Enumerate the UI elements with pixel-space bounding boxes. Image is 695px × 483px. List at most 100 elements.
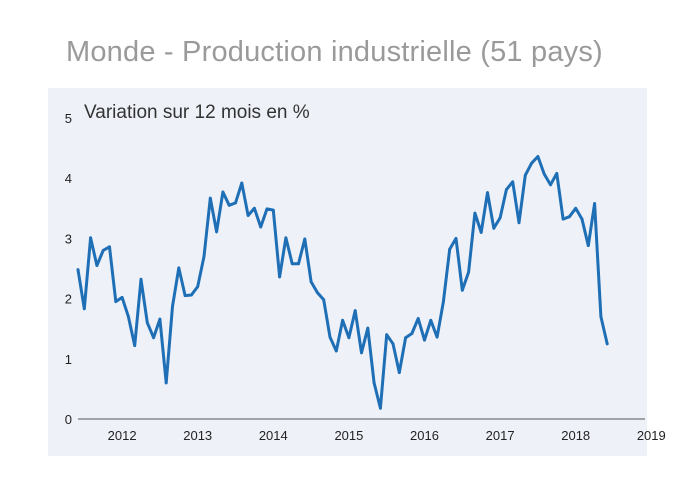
data-point bbox=[599, 315, 603, 319]
data-point bbox=[322, 298, 326, 302]
data-point bbox=[246, 214, 250, 217]
data-point bbox=[328, 335, 332, 339]
y-tick-label: 2 bbox=[65, 292, 72, 307]
data-point bbox=[397, 371, 401, 374]
data-point bbox=[353, 309, 357, 312]
data-point bbox=[442, 300, 445, 303]
data-point bbox=[454, 237, 458, 240]
data-point bbox=[530, 161, 533, 165]
data-point bbox=[448, 247, 452, 251]
data-point bbox=[416, 317, 420, 320]
data-point bbox=[517, 221, 521, 225]
data-points bbox=[76, 155, 609, 410]
data-point bbox=[221, 190, 225, 194]
data-point bbox=[473, 211, 477, 215]
data-point bbox=[139, 277, 143, 281]
y-tick-label: 0 bbox=[65, 412, 72, 427]
data-point bbox=[101, 249, 105, 252]
data-point bbox=[183, 294, 187, 297]
data-point bbox=[429, 318, 433, 322]
data-point bbox=[227, 203, 231, 207]
x-axis: 2012 2013 2014 2015 2016 2017 2018 2019 bbox=[108, 428, 666, 443]
y-tick-label: 5 bbox=[65, 111, 72, 126]
data-point bbox=[290, 262, 294, 266]
data-point bbox=[586, 244, 590, 248]
data-point bbox=[523, 173, 527, 177]
data-point bbox=[593, 202, 596, 205]
plot-panel bbox=[48, 88, 647, 456]
data-point bbox=[215, 230, 219, 234]
data-point bbox=[492, 226, 496, 230]
data-point bbox=[190, 293, 193, 297]
data-point bbox=[555, 172, 559, 175]
x-tick-label: 2016 bbox=[410, 428, 439, 443]
data-point bbox=[347, 336, 351, 340]
data-point bbox=[114, 300, 118, 303]
series-line bbox=[76, 155, 609, 410]
data-point bbox=[423, 338, 426, 342]
data-point bbox=[391, 342, 395, 346]
data-point bbox=[574, 206, 578, 210]
data-point bbox=[145, 321, 149, 325]
data-point bbox=[360, 351, 363, 355]
data-point bbox=[435, 335, 439, 339]
data-point bbox=[265, 207, 269, 211]
x-tick-label: 2012 bbox=[108, 428, 137, 443]
data-point bbox=[542, 172, 546, 176]
data-point bbox=[536, 155, 540, 158]
data-point bbox=[568, 215, 571, 219]
data-point bbox=[341, 318, 344, 322]
data-point bbox=[76, 268, 80, 272]
data-point bbox=[605, 342, 609, 346]
data-point bbox=[297, 262, 300, 266]
data-point bbox=[580, 217, 584, 221]
x-tick-label: 2018 bbox=[561, 428, 590, 443]
data-point bbox=[259, 225, 263, 229]
data-point bbox=[460, 288, 464, 292]
data-point bbox=[278, 275, 281, 279]
data-point bbox=[498, 216, 502, 220]
data-point bbox=[309, 280, 313, 284]
data-point bbox=[561, 217, 565, 221]
data-point bbox=[133, 344, 137, 347]
data-point bbox=[126, 315, 130, 319]
data-point bbox=[549, 183, 552, 187]
y-tick-label: 4 bbox=[65, 171, 72, 186]
data-point bbox=[152, 336, 156, 340]
data-point bbox=[120, 296, 124, 299]
x-tick-label: 2014 bbox=[259, 428, 288, 443]
data-point bbox=[171, 305, 174, 308]
data-point bbox=[379, 406, 382, 410]
data-point bbox=[366, 326, 370, 330]
data-point bbox=[303, 237, 307, 241]
data-point bbox=[316, 291, 319, 294]
data-point bbox=[108, 245, 111, 249]
data-point bbox=[234, 201, 237, 205]
data-point bbox=[202, 255, 206, 258]
data-point bbox=[95, 264, 99, 267]
data-point bbox=[284, 236, 288, 240]
data-point bbox=[486, 191, 489, 195]
data-point bbox=[240, 181, 244, 185]
data-point bbox=[177, 266, 181, 270]
data-point bbox=[467, 270, 470, 274]
data-point bbox=[82, 307, 86, 311]
y-tick-label: 3 bbox=[65, 231, 72, 246]
data-point bbox=[479, 231, 483, 234]
data-point bbox=[158, 317, 162, 321]
data-point bbox=[271, 208, 275, 212]
data-point bbox=[253, 206, 256, 210]
data-point bbox=[385, 333, 389, 337]
y-tick-label: 1 bbox=[65, 352, 72, 367]
data-point bbox=[372, 381, 376, 385]
y-axis: 0 1 2 3 4 5 bbox=[65, 111, 72, 427]
x-tick-label: 2013 bbox=[183, 428, 212, 443]
chart-title: Monde - Production industrielle (51 pays… bbox=[66, 36, 603, 68]
data-point bbox=[334, 349, 338, 353]
data-point bbox=[410, 332, 414, 335]
x-tick-label: 2019 bbox=[637, 428, 666, 443]
data-point bbox=[196, 285, 200, 288]
data-point bbox=[505, 188, 508, 192]
